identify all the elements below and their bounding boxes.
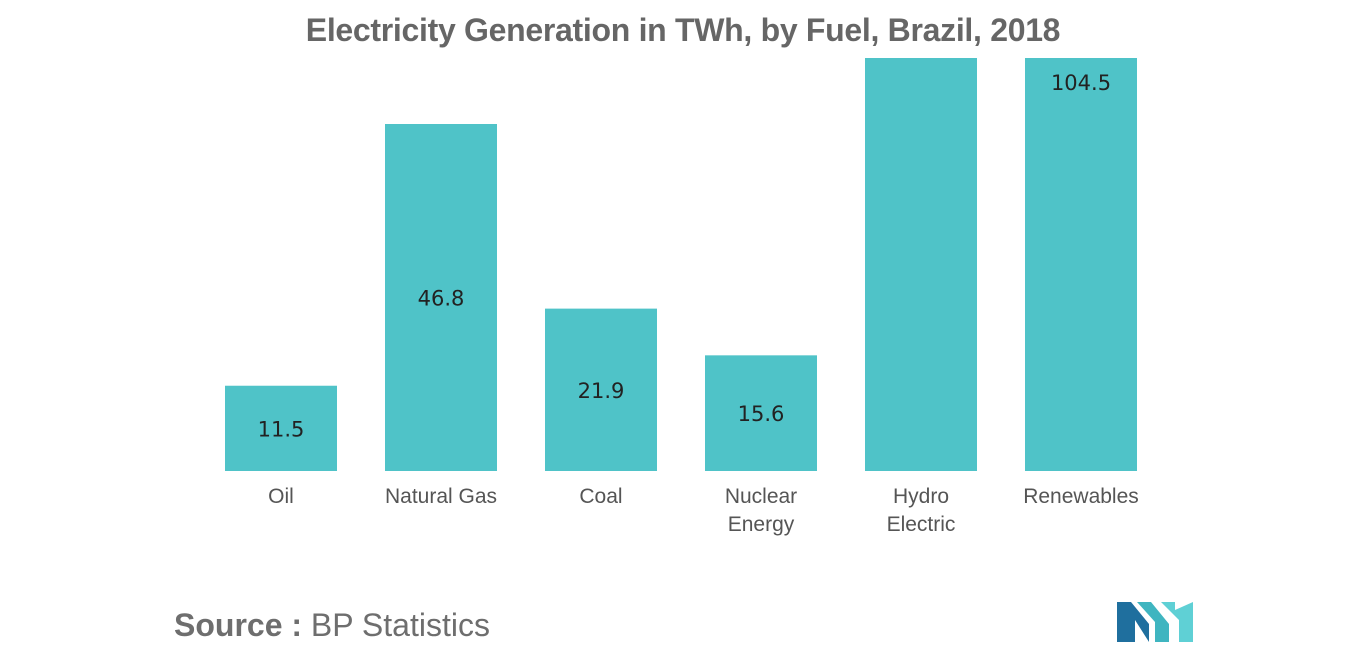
x-tick-label: Renewables — [1023, 485, 1139, 508]
data-label: 104.5 — [1051, 71, 1111, 95]
x-tick-label: Nuclear — [725, 485, 797, 508]
data-label: 11.5 — [258, 417, 305, 441]
logo-middle-shape — [1137, 602, 1169, 642]
bar-natural-gas — [385, 124, 497, 471]
bar-coal — [545, 308, 657, 471]
x-tick-label: Natural Gas — [385, 485, 497, 508]
bar-chart: 11.5 Oil 46.8 Natural Gas 21.9 Coal 15.6 Nuclea… — [225, 58, 1139, 536]
source-text: BP Statistics — [310, 607, 490, 643]
bar-hydro-electric — [865, 58, 977, 471]
x-tick-label: Energy — [728, 513, 795, 536]
mordor-intelligence-logo-icon — [1117, 602, 1193, 642]
x-tick-label: Oil — [268, 485, 294, 508]
bar-oil — [225, 385, 337, 471]
source-line: Source : BP Statistics — [174, 607, 490, 644]
bar-nuclear-energy — [705, 355, 817, 471]
data-label: 46.8 — [418, 287, 465, 311]
chart-title: Electricity Generation in TWh, by Fuel, … — [305, 12, 1061, 48]
data-label: 21.9 — [578, 379, 625, 403]
logo-right-shape — [1161, 602, 1193, 642]
data-label: 15.6 — [738, 402, 785, 426]
x-tick-label: Electric — [887, 513, 956, 536]
logo-left-shape — [1117, 602, 1149, 642]
x-tick-label: Coal — [579, 485, 622, 508]
bar-renewables — [1025, 58, 1137, 471]
x-tick-label: Hydro — [893, 485, 949, 508]
source-label: Source : — [174, 607, 303, 643]
